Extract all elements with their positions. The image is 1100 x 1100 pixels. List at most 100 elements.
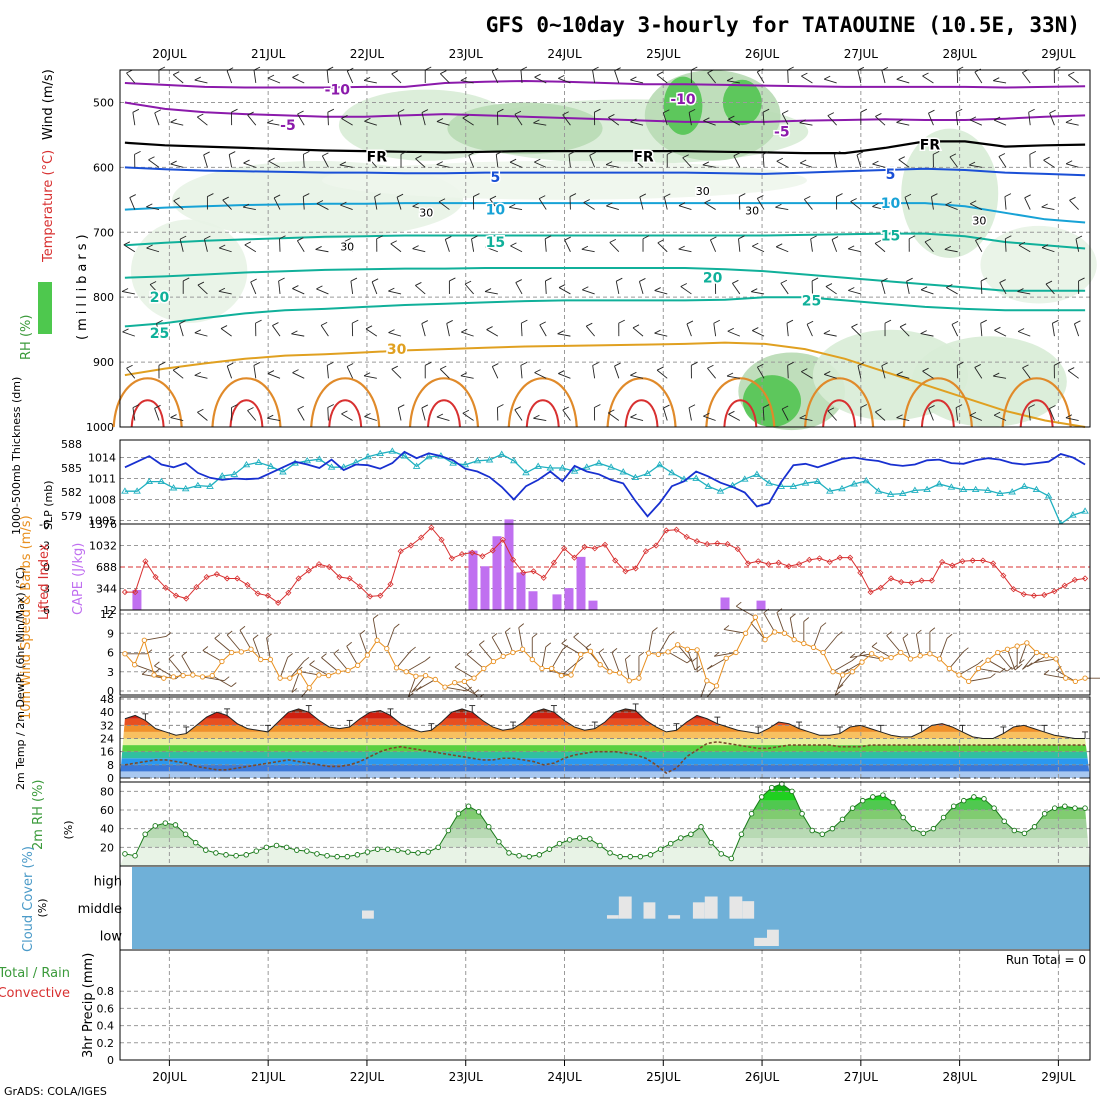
rh-marker: [1041, 810, 1048, 817]
upper-wind-barb: [273, 197, 281, 210]
cape-bar: [504, 519, 514, 610]
upper-wind-barb-flag: [1078, 277, 1085, 282]
temp-tick-label: 40: [100, 706, 114, 719]
slp-ylabel: SLP (mb): [42, 480, 55, 530]
upper-wind-barb: [149, 284, 160, 295]
rh-tick-label: 60: [100, 804, 114, 817]
upper-wind-barb-flag: [126, 69, 133, 74]
upper-wind-barb: [346, 70, 354, 84]
wind-speed-marker: [694, 647, 700, 653]
precip-tick-label: 0.8: [97, 985, 115, 998]
li-marker: [601, 541, 609, 548]
upper-wind-barb-flag: [582, 286, 589, 291]
cape-bar: [720, 597, 730, 610]
rh-marker: [799, 810, 805, 817]
wind-barb-flag: [1006, 666, 1013, 672]
upper-wind-barb-flag: [851, 323, 858, 328]
li-marker: [918, 577, 925, 584]
rh-marker: [132, 852, 138, 859]
bottom-date-axis: 20JUL 21JUL 22JUL 23JUL 24JUL 25JUL 26JUL 27JUL…: [152, 1060, 1076, 1084]
wind-barb: [444, 686, 467, 692]
wind-speed-marker: [461, 678, 468, 685]
upper-wind-barb: [279, 238, 281, 252]
upper-wind-barb-flag: [831, 236, 839, 240]
rh-marker: [122, 851, 128, 857]
upper-wind-barb: [436, 416, 450, 421]
li-marker: [714, 540, 721, 547]
rh-marker: [667, 840, 674, 847]
temp-band: [120, 738, 1090, 746]
upper-wind-barb: [267, 122, 281, 126]
upper-wind-barb: [194, 79, 208, 84]
upper-wind-barb-flag: [492, 363, 499, 367]
upper-wind-barb-flag: [654, 287, 661, 291]
rh-marker: [1051, 805, 1058, 811]
wind-barb: [134, 664, 156, 673]
upper-wind-barb: [857, 365, 862, 379]
upper-wind-barb: [371, 281, 378, 295]
upper-wind-barb: [316, 203, 329, 210]
upper-wind-barb-flag: [998, 153, 1006, 157]
upper-wind-barb-flag: [396, 193, 404, 198]
upper-wind-barb-flag: [1054, 361, 1061, 366]
rh-marker: [182, 831, 189, 838]
upper-wind-barb-flag: [786, 319, 794, 324]
upper-wind-barb: [302, 154, 305, 168]
upper-wind-barb: [320, 325, 329, 337]
contour-label: 5: [490, 170, 500, 186]
upper-wind-barb: [678, 205, 692, 210]
upper-wind-barb: [904, 197, 910, 210]
contour-label: FR: [367, 149, 388, 165]
wind-barb: [822, 635, 838, 653]
upper-wind-barb-flag: [364, 413, 371, 417]
upper-wind-barb-flag: [799, 119, 806, 124]
upper-wind-barb-flag: [922, 72, 929, 77]
upper-wind-barb: [1028, 407, 1031, 421]
upper-wind-barb-flag: [776, 157, 783, 162]
wind-barb: [154, 665, 174, 678]
top-date-label: 21JUL: [251, 47, 286, 61]
upper-wind-barb-flag: [204, 235, 211, 240]
thickness-marker: [194, 481, 202, 489]
thickness-marker: [218, 472, 226, 479]
li-marker: [949, 562, 956, 569]
upper-wind-barb-flag: [390, 240, 397, 245]
wind-barb-flag: [723, 625, 730, 630]
wind-speed-marker: [839, 672, 846, 678]
upper-wind-barb: [994, 329, 1007, 337]
upper-wind-barb-flag: [421, 404, 429, 409]
upper-wind-barb: [558, 373, 571, 379]
rh-marker: [890, 799, 896, 806]
wind-barb-flag: [359, 630, 366, 635]
upper-wind-barb-flag: [688, 108, 696, 113]
rh-shading: [663, 76, 703, 135]
rh-marker: [526, 853, 532, 860]
upper-wind-barb-flag: [148, 156, 155, 161]
wind10m-panel: 12 9 6 3 0: [100, 601, 1100, 705]
upper-wind-barb: [1022, 72, 1031, 84]
upper-wind-barb: [630, 121, 644, 126]
rh-shading: [742, 375, 802, 427]
upper-wind-barb: [226, 365, 233, 379]
dewpt-line: [124, 740, 1086, 775]
upper-wind-barb-flag: [847, 245, 855, 250]
wind-barb: [598, 652, 611, 672]
upper-wind-barb: [823, 333, 837, 337]
thickness-tick-label: 579: [61, 510, 82, 523]
contour-label: 10: [881, 196, 901, 212]
upper-wind-barb: [471, 238, 475, 252]
upper-wind-barb-flag: [421, 320, 429, 324]
cloud-block: [742, 901, 755, 919]
upper-wind-barb: [955, 407, 959, 421]
li-marker: [908, 579, 915, 586]
upper-wind-barb: [292, 288, 305, 295]
upper-wind-barb: [881, 365, 886, 379]
upper-wind-barb-flag: [558, 370, 565, 374]
upper-wind-barb: [726, 80, 740, 84]
wind-barb: [723, 628, 746, 634]
li-marker: [561, 545, 568, 552]
rh-marker: [334, 853, 340, 860]
upper-wind-barb: [539, 324, 547, 337]
upper-wind-barb: [397, 112, 402, 126]
